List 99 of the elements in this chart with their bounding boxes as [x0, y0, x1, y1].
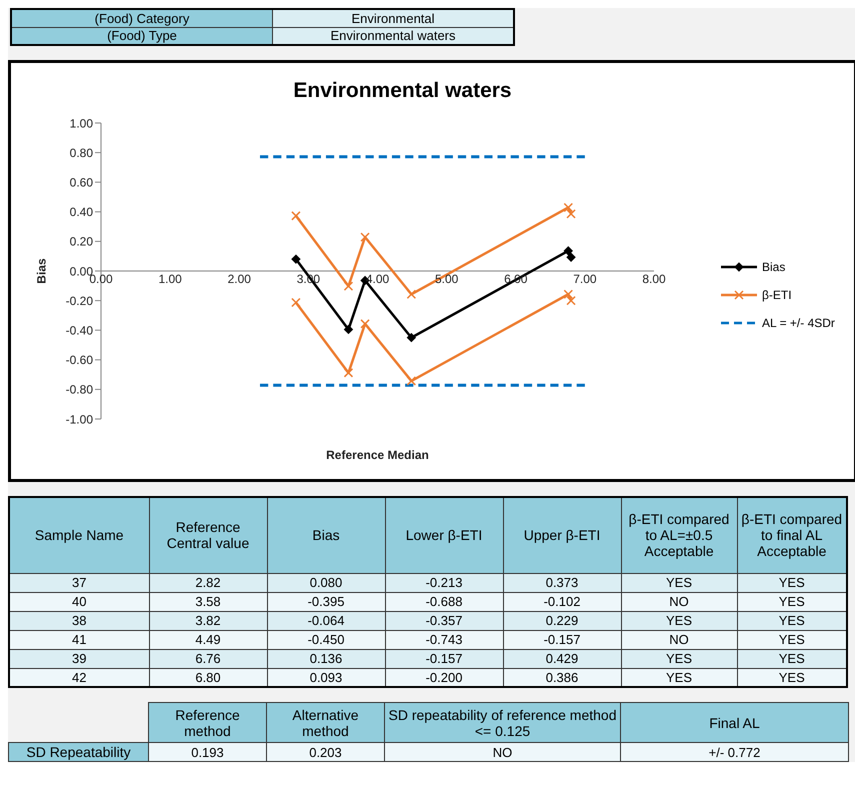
point	[406, 333, 416, 342]
y-tick-label: -0.60	[66, 353, 94, 368]
text: 40	[9, 592, 149, 611]
text: Upper β-ETI	[503, 497, 621, 573]
text: YES	[737, 611, 847, 630]
point	[566, 209, 576, 219]
legend-label: AL = +/- 4SDr	[762, 316, 835, 330]
text: 0.373	[503, 573, 621, 592]
point	[564, 246, 573, 256]
text: (Food) Category	[11, 9, 272, 27]
text: Reference Central value	[149, 497, 267, 573]
text: YES	[737, 573, 847, 592]
text: β-ETI compared to AL=±0.5 Acceptable	[621, 497, 737, 573]
text: 0.229	[503, 611, 621, 630]
text: YES	[737, 649, 847, 668]
text: YES	[621, 668, 737, 687]
text: SD Repeatability	[8, 742, 148, 762]
point	[406, 376, 416, 386]
point	[360, 319, 370, 329]
text: 0.136	[267, 649, 385, 668]
point	[344, 281, 354, 291]
y-tick-label: 0.40	[70, 205, 94, 220]
text: Environmental waters	[272, 27, 514, 45]
text: 0.080	[267, 573, 385, 592]
text: -0.064	[267, 611, 385, 630]
text: +/- 0.772	[620, 742, 848, 762]
y-tick-label: 1.00	[70, 116, 94, 130]
y-axis-title: Bias	[34, 258, 48, 284]
x-tick-label: 2.00	[228, 272, 252, 286]
legend-label: Bias	[762, 260, 786, 274]
y-tick-label: 0.80	[70, 146, 94, 160]
text: YES	[621, 573, 737, 592]
text: YES	[737, 592, 847, 611]
text: -0.395	[267, 592, 385, 611]
text: 0.093	[267, 668, 385, 687]
chart-title: Environmental waters	[292, 79, 513, 103]
y-tick-label: 0.60	[70, 175, 94, 190]
point	[344, 324, 353, 334]
text: 41	[9, 630, 149, 649]
x-tick-label: 7.00	[573, 272, 597, 286]
text: 38	[9, 611, 149, 630]
text: 3.82	[149, 611, 267, 630]
text: 0.429	[503, 649, 621, 668]
text: NO	[384, 742, 620, 762]
text: YES	[621, 649, 737, 668]
text: YES	[621, 611, 737, 630]
point	[360, 232, 370, 242]
text: 39	[9, 649, 149, 668]
y-tick-label: 0.20	[70, 234, 94, 249]
text: -0.213	[385, 573, 503, 592]
text: Alternative method	[266, 702, 384, 742]
text: 0.386	[503, 668, 621, 687]
text: 3.58	[149, 592, 267, 611]
x-axis-title: Reference Median	[326, 448, 429, 462]
y-tick-label: -0.40	[66, 323, 94, 338]
point	[406, 289, 416, 299]
text: β-ETI compared to final AL Acceptable	[737, 497, 847, 573]
y-tick-label: -0.80	[66, 382, 94, 397]
text: YES	[737, 630, 847, 649]
text: -0.157	[385, 649, 503, 668]
text: -0.450	[267, 630, 385, 649]
text: -0.200	[385, 668, 503, 687]
text: Environmental	[272, 9, 514, 27]
text: -0.688	[385, 592, 503, 611]
text: 4.49	[149, 630, 267, 649]
text: 6.80	[149, 668, 267, 687]
text: Reference method	[148, 702, 266, 742]
text: 2.82	[149, 573, 267, 592]
text: 0.193	[148, 742, 266, 762]
text: 37	[9, 573, 149, 592]
text: Sample Name	[9, 497, 149, 573]
text: NO	[621, 592, 737, 611]
text: 0.203	[266, 742, 384, 762]
x-tick-label: 8.00	[642, 272, 666, 286]
y-tick-label: -0.20	[66, 294, 94, 308]
text: Bias	[267, 497, 385, 573]
point	[344, 368, 354, 378]
text: -0.743	[385, 630, 503, 649]
text: -0.157	[503, 630, 621, 649]
y-tick-label: -1.00	[66, 412, 94, 426]
x-tick-label: 1.00	[158, 272, 182, 286]
text: 6.76	[149, 649, 267, 668]
point	[564, 202, 574, 212]
legend-label: β-ETI	[762, 288, 792, 302]
point	[291, 211, 301, 221]
text: Lower β-ETI	[385, 497, 503, 573]
point	[564, 289, 574, 299]
point	[291, 298, 301, 308]
point	[291, 254, 300, 264]
text: YES	[737, 668, 847, 687]
text: (Food) Type	[11, 27, 272, 45]
point	[566, 252, 576, 262]
text: Final AL	[620, 702, 848, 742]
text: SD repeatability of reference method <= 0.125	[384, 702, 620, 742]
text: -0.102	[503, 592, 621, 611]
point	[566, 296, 576, 306]
text: NO	[621, 630, 737, 649]
text: -0.357	[385, 611, 503, 630]
text: 42	[9, 668, 149, 687]
